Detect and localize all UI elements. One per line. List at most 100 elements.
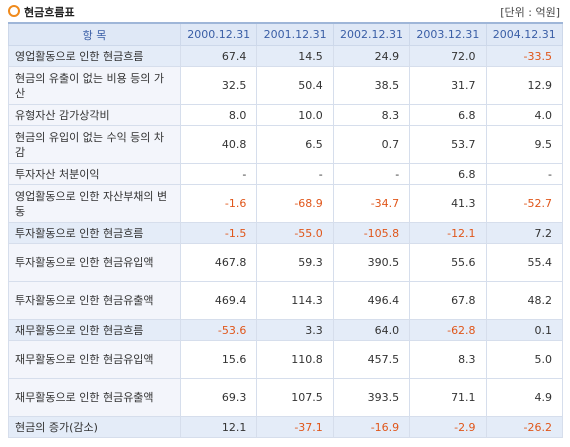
- cell-value: 8.3: [332, 104, 411, 126]
- table-row: 유형자산 감가상각비 8.0 10.0 8.3 6.8 4.0: [8, 104, 564, 126]
- column-header: 항 목: [8, 22, 181, 46]
- cell-value: -34.7: [332, 184, 411, 223]
- table-row: 투자자산 처분이익 - - -6.8-: [8, 163, 564, 185]
- cell-value: 4.9: [485, 378, 564, 417]
- column-header: 2003.12.31: [409, 22, 487, 46]
- cell-value: 72.0: [409, 45, 487, 67]
- row-label: 영업활동으로 인한 자산부채의 변동: [8, 184, 181, 223]
- cell-value: 48.2: [485, 281, 564, 320]
- cell-value: -55.0: [256, 222, 334, 244]
- cell-value: 457.5: [332, 340, 411, 379]
- cell-value: 469.4: [179, 281, 258, 320]
- table-row: 투자활동으로 인한 현금흐름 -1.5 -55.0 -105.8 -12.1 7.2: [8, 222, 564, 244]
- cell-value: -105.8: [332, 222, 411, 244]
- cell-value: 8.3: [409, 340, 487, 379]
- cell-value: 59.3: [256, 243, 334, 282]
- cell-value: 6.5: [256, 125, 334, 164]
- cell-value: 12.9: [485, 66, 564, 105]
- cell-value: 107.5: [256, 378, 334, 417]
- cell-value: 41.3: [409, 184, 487, 223]
- cell-value: 114.3: [256, 281, 334, 320]
- cell-value: -1.6: [179, 184, 258, 223]
- unit-label: [단위 : 억원]: [500, 6, 560, 19]
- row-label: 투자활동으로 인한 현금흐름: [8, 222, 181, 244]
- cell-value: 8.0: [179, 104, 258, 126]
- cell-value: 14.5: [256, 45, 334, 67]
- column-header: 2001.12.31: [256, 22, 334, 46]
- table-row: 현금의 유출이 없는 비용 등의 가산 32.5 50.4 38.5 31.7 12.9: [8, 66, 564, 105]
- cell-value: 32.5: [179, 66, 258, 105]
- cell-value: 110.8: [256, 340, 334, 379]
- table-row: 영업활동으로 인한 현금흐름 67.4 14.5 24.9 72.0 -33.5: [8, 45, 564, 67]
- row-label: 재무활동으로 인한 현금유입액: [8, 340, 181, 379]
- table-row: 현금의 유입이 없는 수익 등의 차감 40.8 6.5 0.7 53.7 9.5: [8, 125, 564, 164]
- cell-value: 24.9: [332, 45, 411, 67]
- cell-value: -62.8: [409, 319, 487, 341]
- title: 현금흐름표: [24, 6, 75, 19]
- cell-value: -: [332, 163, 411, 185]
- cell-value: -: [256, 163, 334, 185]
- cell-value: -68.9: [256, 184, 334, 223]
- cell-value: 467.8: [179, 243, 258, 282]
- cell-value: 393.5: [332, 378, 411, 417]
- table-row: 영업활동으로 인한 자산부채의 변동 -1.6 -68.9 -34.7 41.3 -52.…: [8, 184, 564, 223]
- cell-value: -: [485, 163, 564, 185]
- cell-value: 0.1: [485, 319, 564, 341]
- cell-value: 4.0: [485, 104, 564, 126]
- cell-value: 69.3: [179, 378, 258, 417]
- cell-value: 53.7: [409, 125, 487, 164]
- cell-value: 50.4: [256, 66, 334, 105]
- cell-value: 10.0: [256, 104, 334, 126]
- cell-value: -: [179, 163, 258, 185]
- table-row: 투자활동으로 인한 현금유출액 469.4 114.3 496.4 67.8 48.2: [8, 281, 564, 320]
- row-label: 영업활동으로 인한 현금흐름: [8, 45, 181, 67]
- cell-value: 9.5: [485, 125, 564, 164]
- cell-value: -37.1: [256, 416, 334, 438]
- header: 현금흐름표 [단위 : 억원]: [0, 0, 570, 22]
- row-label: 투자활동으로 인한 현금유출액: [8, 281, 181, 320]
- table-row: 투자활동으로 인한 현금유입액 467.8 59.3 390.5 55.6 55.4: [8, 243, 564, 282]
- cell-value: 55.6: [409, 243, 487, 282]
- cell-value: 15.6: [179, 340, 258, 379]
- cell-value: 6.8: [409, 163, 487, 185]
- cell-value: -16.9: [332, 416, 411, 438]
- row-label: 현금의 유출이 없는 비용 등의 가산: [8, 66, 181, 105]
- cell-value: -33.5: [485, 45, 564, 67]
- row-label: 현금의 유입이 없는 수익 등의 차감: [8, 125, 181, 164]
- cell-value: -1.5: [179, 222, 258, 244]
- table-row: 재무활동으로 인한 현금유입액 15.6 110.8 457.5 8.3 5.0: [8, 340, 564, 379]
- cell-value: -26.2: [485, 416, 564, 438]
- cell-value: 64.0: [332, 319, 411, 341]
- cell-value: 67.8: [409, 281, 487, 320]
- table-row: 현금의 증가(감소) 12.1 -37.1 -16.9 -2.9 -26.2: [8, 416, 564, 438]
- row-label: 현금의 증가(감소): [8, 416, 181, 438]
- row-label: 투자활동으로 인한 현금유입액: [8, 243, 181, 282]
- cash-flow-table: 항 목 2000.12.31 2001.12.31 2002.12.31 2003.12…: [8, 22, 564, 438]
- row-label: 투자자산 처분이익: [8, 163, 181, 185]
- cell-value: 3.3: [256, 319, 334, 341]
- row-label: 재무활동으로 인한 현금흐름: [8, 319, 181, 341]
- column-header: 2004.12.31: [485, 22, 564, 46]
- table-row: 재무활동으로 인한 현금유출액 69.3 107.5 393.5 71.1 4.9: [8, 378, 564, 417]
- cell-value: 6.8: [409, 104, 487, 126]
- cell-value: 38.5: [332, 66, 411, 105]
- cell-value: 7.2: [485, 222, 564, 244]
- cell-value: -52.7: [485, 184, 564, 223]
- cell-value: 0.7: [332, 125, 411, 164]
- row-label: 유형자산 감가상각비: [8, 104, 181, 126]
- cell-value: 55.4: [485, 243, 564, 282]
- cell-value: 71.1: [409, 378, 487, 417]
- header-row: 항 목 2000.12.31 2001.12.31 2002.12.31 2003.12…: [8, 22, 564, 46]
- column-header: 2000.12.31: [179, 22, 258, 46]
- column-header: 2002.12.31: [332, 22, 411, 46]
- cell-value: -12.1: [409, 222, 487, 244]
- cell-value: 40.8: [179, 125, 258, 164]
- cell-value: 496.4: [332, 281, 411, 320]
- cell-value: -2.9: [409, 416, 487, 438]
- table-row: 재무활동으로 인한 현금흐름 -53.6 3.3 64.0 -62.8 0.1: [8, 319, 564, 341]
- title-icon: [8, 5, 20, 17]
- cell-value: 390.5: [332, 243, 411, 282]
- cell-value: -53.6: [179, 319, 258, 341]
- cell-value: 5.0: [485, 340, 564, 379]
